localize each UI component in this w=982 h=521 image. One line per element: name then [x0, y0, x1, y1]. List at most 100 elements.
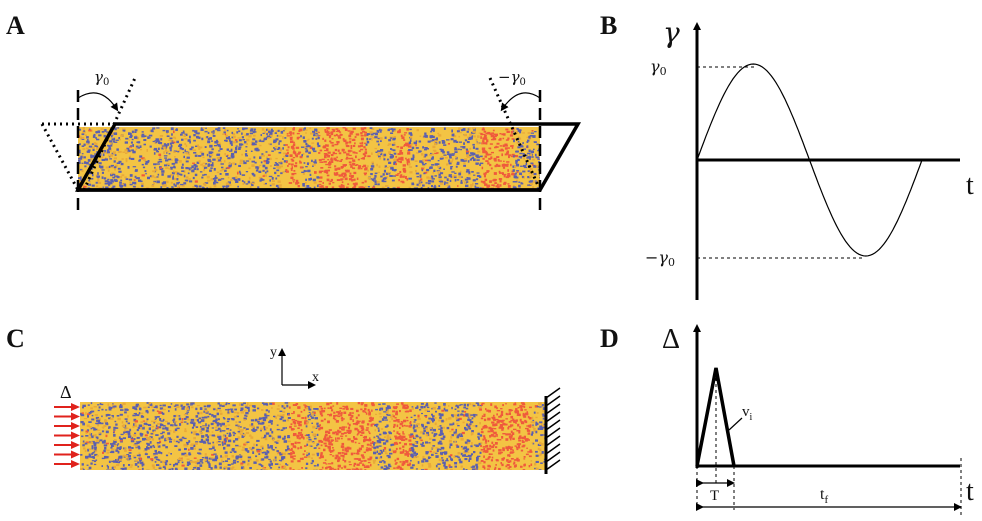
strip-c-particle [539, 442, 541, 444]
strip-c-particle [306, 421, 308, 423]
strip-a-particle [305, 143, 307, 145]
strip-c-particle [95, 414, 98, 416]
strip-c-particle [111, 415, 114, 416]
strip-c-particle [357, 422, 360, 424]
strip-c-particle [463, 407, 466, 409]
strip-c-particle [220, 413, 223, 415]
strip-a-particle [359, 167, 361, 169]
strip-a-particle [424, 133, 426, 135]
strip-c-particle [437, 408, 440, 409]
strip-c-particle [422, 425, 424, 428]
strip-c-particle [193, 431, 196, 433]
strip-a-particle [522, 171, 525, 173]
strip-c-particle [308, 434, 310, 436]
strip-a-particle [250, 186, 252, 188]
strip-a-particle [441, 156, 443, 158]
strip-c-particle [386, 407, 389, 409]
strip-c-particle [498, 439, 501, 440]
strip-a-particle [341, 184, 343, 186]
hatch-line [546, 412, 560, 422]
strip-a-particle [82, 170, 84, 172]
strip-a-particle [530, 168, 533, 170]
strip-c-particle [393, 420, 396, 422]
strip-a-particle [287, 165, 289, 167]
strip-c-particle [416, 453, 418, 455]
strip-a-particle [287, 133, 289, 135]
strip-c-particle [146, 437, 149, 439]
strip-c-particle [509, 421, 512, 423]
strip-c-particle [106, 443, 109, 445]
strip-c-particle [235, 425, 237, 427]
strip-a-particle [415, 160, 418, 162]
strip-a-particle [143, 167, 145, 169]
strip-c-particle [436, 447, 439, 448]
strip-a-particle [209, 156, 211, 158]
strip-c-particle [368, 413, 371, 415]
strip-c-particle [413, 445, 416, 446]
strip-c-particle [528, 425, 530, 427]
strip-c-particle [416, 407, 418, 409]
strip-c-particle [481, 431, 484, 433]
strip-a-particle [261, 134, 263, 136]
strip-c-particle [337, 415, 340, 417]
strip-a-particle [438, 176, 441, 178]
strip-c-particle [304, 450, 306, 452]
strip-c-particle [160, 423, 162, 426]
strip-c-particle [138, 453, 140, 454]
strip-c-particle [123, 455, 125, 457]
strip-a-particle [118, 171, 121, 173]
strip-c-particle [227, 418, 230, 420]
strip-c-particle [107, 414, 110, 416]
strip-a-particle [406, 159, 408, 161]
strip-a-particle [156, 163, 160, 164]
strip-a-particle [434, 185, 436, 186]
strip-a-particle [217, 130, 220, 131]
strip-c-particle [328, 440, 330, 443]
strip-c-particle [112, 416, 114, 417]
strip-c-particle [539, 403, 542, 406]
strip-c-particle [525, 439, 528, 441]
strip-c-particle [422, 464, 424, 466]
strip-c-particle [199, 449, 202, 451]
strip-a-particle [433, 150, 436, 152]
strip-a-particle [232, 177, 235, 178]
strip-c-particle [344, 432, 347, 434]
strip-c-particle [94, 464, 96, 465]
strip-c-particle [223, 435, 225, 437]
strip-c-particle [361, 430, 364, 431]
strip-c-particle [201, 419, 205, 422]
strip-c-particle [409, 426, 412, 427]
strip-a-particle [468, 128, 470, 130]
strip-c-particle [342, 443, 345, 445]
angle-arc-left [78, 93, 116, 108]
strip-c-particle [366, 413, 368, 415]
strip-a-particle [242, 174, 245, 176]
strip-a-particle [519, 153, 522, 154]
strip-a-particle [339, 160, 342, 162]
strip-a-particle [345, 142, 348, 144]
strip-c-particle [384, 447, 386, 450]
strip-c-particle [172, 468, 174, 470]
strip-c-particle [94, 448, 96, 451]
strip-c-particle [399, 410, 401, 412]
strip-a-particle [313, 164, 316, 166]
strip-c-particle [200, 426, 202, 428]
strip-a-particle [269, 176, 273, 177]
strip-c-particle [81, 436, 83, 438]
strip-c-particle [440, 416, 442, 419]
strip-a-particle [513, 186, 516, 188]
strip-c-particle [206, 430, 209, 433]
strip-c-particle [328, 431, 330, 434]
strip-c-particle [515, 402, 517, 404]
strip-c-particle [413, 426, 415, 428]
angle-arc-right [503, 93, 540, 108]
strip-a-particle [291, 164, 294, 166]
strip-c-particle [466, 424, 468, 427]
strip-a-particle [384, 170, 386, 173]
strip-a-particle [422, 146, 424, 148]
strip-c-particle [480, 452, 482, 454]
strip-c-particle [517, 410, 519, 412]
strip-c-particle [224, 441, 226, 443]
strip-a-particle [288, 146, 290, 148]
strip-a-particle [407, 178, 409, 181]
